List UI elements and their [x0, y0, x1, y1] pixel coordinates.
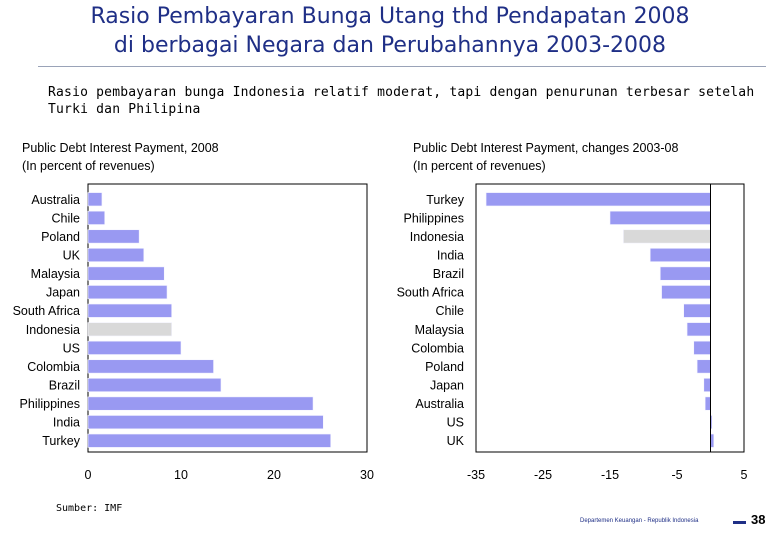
chart1-bar: [87, 433, 332, 448]
chart1-category-label: Chile: [52, 211, 81, 225]
chart1-bar: [87, 210, 106, 225]
chart2-bar: [623, 229, 711, 244]
footer-organization: Departemen Keuangan - Republik Indonesia: [580, 518, 699, 524]
chart1-bar: [87, 285, 168, 300]
chart2-subtitle: (In percent of revenues): [413, 159, 546, 173]
chart2-bar: [693, 340, 711, 355]
chart2-bar: [686, 322, 711, 337]
footer-accent-bar: [733, 521, 746, 524]
chart2-bar: [696, 359, 711, 374]
chart1-x-tick-label: 20: [267, 468, 281, 482]
chart2-title: Public Debt Interest Payment, changes 20…: [413, 141, 678, 155]
chart2-x-tick-label: -5: [671, 468, 682, 482]
chart1-bar: [87, 396, 314, 411]
chart1-x-tick-label: 30: [360, 468, 374, 482]
subtitle-line-1: Rasio pembayaran bunga Indonesia relatif…: [48, 85, 755, 100]
chart2-category-label: Turkey: [426, 193, 464, 207]
chart2-x-tick-label: -35: [467, 468, 485, 482]
title-line-1: Rasio Pembayaran Bunga Utang thd Pendapa…: [90, 4, 690, 29]
chart2-category-label: Australia: [415, 397, 464, 411]
chart2-category-label: Malaysia: [415, 323, 464, 337]
chart2-category-label: US: [447, 416, 464, 430]
chart2-x-tick-label: -15: [601, 468, 619, 482]
chart1-plot-frame: [87, 183, 368, 453]
chart1-category-label: India: [53, 416, 80, 430]
chart2-x-tick-label: -25: [534, 468, 552, 482]
source-note: Sumber: IMF: [56, 503, 123, 514]
chart2-bar: [661, 285, 711, 300]
chart-interest-changes: Public Debt Interest Payment, changes 20…: [397, 141, 748, 482]
chart2-category-label: Poland: [425, 360, 464, 374]
chart2-bar: [649, 248, 711, 262]
chart1-category-label: Japan: [46, 286, 80, 300]
chart1-category-label: Australia: [31, 193, 80, 207]
chart1-bar: [87, 229, 140, 244]
chart2-category-label: India: [437, 249, 464, 263]
chart2-bar: [703, 378, 711, 392]
chart1-bar: [87, 322, 172, 337]
chart-interest-2008: Public Debt Interest Payment, 2008 (In pe…: [13, 141, 374, 482]
chart2-category-label: South Africa: [397, 286, 464, 300]
chart2-category-label: Japan: [430, 379, 464, 393]
chart1-category-label: Poland: [41, 230, 80, 244]
chart2-bar: [710, 433, 715, 448]
chart2-x-tick-label: 5: [741, 468, 748, 482]
chart1-x-tick-label: 0: [85, 468, 92, 482]
chart1-bar: [87, 248, 145, 262]
chart2-bar: [609, 210, 711, 225]
chart1-category-label: Brazil: [49, 379, 80, 393]
chart1-x-tick-label: 10: [174, 468, 188, 482]
chart1-category-label: Malaysia: [31, 267, 80, 281]
chart1-bar: [87, 303, 172, 318]
title-line-2: di berbagai Negara dan Perubahannya 2003…: [113, 33, 667, 58]
chart2-bar: [485, 192, 711, 207]
chart2-bar: [704, 396, 711, 411]
chart2-category-label: UK: [447, 434, 465, 448]
chart2-plot-frame: [475, 183, 745, 453]
chart2-category-label: Chile: [436, 304, 465, 318]
chart2-category-label: Indonesia: [410, 230, 464, 244]
slide-title: Rasio Pembayaran Bunga Utang thd Pendapa…: [0, 2, 780, 60]
chart1-subtitle: (In percent of revenues): [22, 159, 155, 173]
chart1-bar: [87, 359, 214, 374]
chart1-category-label: Indonesia: [26, 323, 80, 337]
chart1-category-label: South Africa: [13, 304, 80, 318]
page-number: 38: [751, 512, 766, 527]
chart1-bar: [87, 415, 324, 430]
chart1-bar: [87, 340, 182, 355]
chart2-category-label: Colombia: [411, 341, 464, 355]
chart1-bar: [87, 192, 103, 207]
chart1-category-label: Turkey: [42, 434, 80, 448]
chart1-category-label: US: [63, 341, 80, 355]
chart1-category-label: UK: [63, 249, 81, 263]
chart1-title: Public Debt Interest Payment, 2008: [22, 141, 219, 155]
subtitle-line-2: Turki dan Philipina: [48, 102, 201, 117]
chart1-bar: [87, 378, 222, 392]
slide-subtitle: Rasio pembayaran bunga Indonesia relatif…: [48, 84, 768, 118]
chart2-category-label: Brazil: [433, 267, 464, 281]
chart1-category-label: Colombia: [27, 360, 80, 374]
chart1-category-label: Philippines: [20, 397, 80, 411]
title-divider: [38, 66, 766, 67]
chart2-bar: [683, 303, 711, 318]
chart1-bar: [87, 266, 165, 281]
chart2-bar: [659, 266, 711, 281]
chart2-category-label: Philippines: [404, 211, 464, 225]
